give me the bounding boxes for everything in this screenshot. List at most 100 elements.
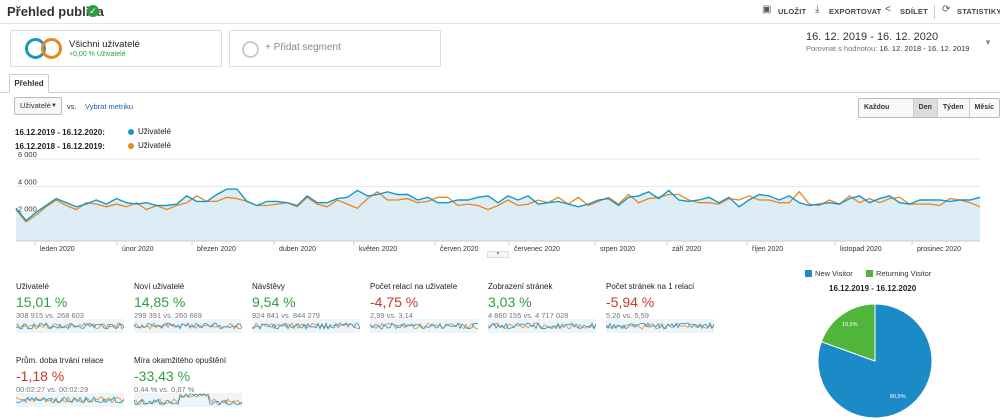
x-tick-label: prosinec 2020 [917, 246, 961, 253]
x-tick-label: červen 2020 [440, 246, 479, 253]
empty-segment-icon [242, 41, 259, 58]
pie-slice-new[interactable] [817, 303, 933, 419]
granularity-week-button[interactable]: Týden [937, 99, 970, 117]
metric-comparison: 00:02:27 vs. 00:02:29 [16, 385, 89, 394]
x-tick-label: červenec 2020 [514, 246, 560, 253]
sparkline-bg [252, 319, 360, 333]
metric-name: Noví uživatelé [134, 282, 185, 291]
metric-change: -1,18 % [16, 368, 65, 384]
legend-period-current: 16.12.2019 - 16.12.2020: [15, 128, 105, 137]
tab-overview[interactable]: Přehled [9, 74, 49, 93]
metric-change: 9,54 % [252, 294, 296, 310]
sparkline-current [16, 396, 124, 404]
metric-card[interactable]: Uživatelé 15,01 % 308 915 vs. 268 603 [16, 282, 126, 342]
segment-all-users[interactable]: Všichni uživatelé +0,00 % Uživatelé [10, 30, 222, 67]
sparkline-current [488, 322, 596, 330]
save-icon: ▣ [762, 4, 772, 15]
tab-divider [0, 92, 1000, 93]
metric-change: -33,43 % [134, 368, 191, 384]
pie-slice-returning[interactable] [820, 303, 876, 362]
sparkline-previous [16, 396, 124, 404]
compare-label: Porovnat s hodnotou: [806, 44, 878, 53]
toolbar-divider [934, 5, 935, 19]
add-segment-button[interactable]: + Přidat segment [229, 30, 441, 67]
sparkline-previous [488, 322, 596, 330]
save-button[interactable]: ULOŽIT [778, 7, 807, 16]
segment-orange-ring-icon [41, 38, 62, 59]
granularity-month-button[interactable]: Měsíc [969, 99, 999, 117]
x-tick-label: leden 2020 [40, 246, 75, 253]
metric-name: Zobrazení stránek [488, 282, 553, 291]
sparkline-bg [134, 319, 242, 333]
sparkline-bg [606, 319, 714, 333]
compare-range-line: Porovnat s hodnotou: 16. 12. 2018 - 16. … [806, 44, 969, 53]
users-line-chart[interactable]: 6 000 4 000 2 000 leden 2020 únor 2020 březen… [0, 150, 1000, 255]
insights-button[interactable]: STATISTIKY [957, 7, 1000, 16]
metric-sparkline [134, 319, 242, 333]
metric-card[interactable]: Počet relací na uživatele -4,75 % 2,99 vs.… [370, 282, 480, 342]
pie-legend-new-swatch [805, 270, 812, 277]
share-icon: < [885, 4, 891, 15]
vs-label: vs. [67, 102, 77, 111]
metric-name: Počet stránek na 1 relaci [606, 282, 695, 291]
metric-card[interactable]: Zobrazení stránek 3,03 % 4 860 155 vs. 4 7… [488, 282, 598, 342]
metric-card[interactable]: Prům. doba trvání relace -1,18 % 00:02:27 … [16, 356, 126, 416]
pie-legend-new: New Visitor [805, 269, 853, 278]
metric-comparison: 2,99 vs. 3,14 [370, 311, 413, 320]
top-bar: Přehled publika ✓ ▣ ULOŽIT ⤓ EXPORTOVAT … [0, 0, 1000, 24]
visitor-type-pie-chart[interactable]: 80,5% 19,5% [816, 302, 934, 420]
metric-dropdown[interactable]: Uživatelé ▼ [14, 97, 62, 115]
sparkline-current [370, 322, 478, 330]
collapse-chart-handle[interactable]: ▼ [487, 251, 509, 258]
metric-comparison: 299 391 vs. 260 669 [134, 311, 202, 320]
series-line-current [15, 188, 981, 222]
metric-card[interactable]: Počet stránek na 1 relaci -5,94 % 5,26 vs.… [606, 282, 716, 342]
x-tick-label: únor 2020 [122, 246, 154, 253]
y-tick-label: 2 000 [18, 205, 37, 214]
pie-legend-new-label: New Visitor [815, 269, 853, 278]
page-title: Přehled publika [7, 4, 104, 19]
metric-name: Prům. doba trvání relace [16, 356, 104, 365]
export-icon: ⤓ [815, 4, 820, 15]
legend-series-previous: Uživatelé [138, 141, 171, 150]
share-button[interactable]: SDÍLET [900, 7, 928, 16]
pie-legend-returning: Returning Visitor [866, 269, 931, 278]
sparkline-previous [252, 322, 360, 331]
metric-sparkline [252, 319, 360, 333]
granularity-hourly-button[interactable]: Každou hodinu [859, 99, 914, 117]
metric-card[interactable]: Noví uživatelé 14,85 % 299 391 vs. 260 669 [134, 282, 244, 342]
metric-sparkline [606, 319, 714, 333]
add-segment-label: + Přidat segment [265, 42, 341, 53]
metric-change: 3,03 % [488, 294, 532, 310]
sparkline-previous [606, 323, 714, 330]
sparkline-bg [370, 319, 478, 333]
export-button[interactable]: EXPORTOVAT [829, 7, 882, 16]
metric-sparkline [488, 319, 596, 333]
metric-sparkline [370, 319, 478, 333]
x-tick-label: srpen 2020 [600, 246, 635, 253]
metric-name: Počet relací na uživatele [370, 282, 458, 291]
pie-title: 16.12.2019 - 16.12.2020 [829, 284, 917, 293]
chevron-down-icon[interactable]: ▼ [984, 38, 992, 47]
legend-series-current: Uživatelé [138, 127, 171, 136]
metric-name: Uživatelé [16, 282, 49, 291]
insights-icon: ⟳ [942, 4, 951, 15]
metric-name: Míra okamžitého opuštění [134, 356, 227, 365]
metric-change: 15,01 % [16, 294, 68, 310]
pie-legend-returning-swatch [866, 270, 873, 277]
x-tick-label: duben 2020 [279, 246, 316, 253]
segment-change: +0,00 % Uživatelé [69, 51, 126, 58]
metric-dropdown-label: Uživatelé [20, 101, 51, 110]
metric-comparison: 308 915 vs. 268 603 [16, 311, 84, 320]
pie-label-returning: 19,5% [842, 322, 858, 328]
select-metric-link[interactable]: Vybrat metriku [85, 102, 134, 111]
metric-card[interactable]: Míra okamžitého opuštění -33,43 % 0,44 % v… [134, 356, 244, 416]
granularity-day-button[interactable]: Den [913, 99, 938, 117]
date-range: 16. 12. 2019 - 16. 12. 2020 [806, 31, 939, 43]
x-tick-label: září 2020 [672, 246, 701, 253]
x-tick-label: říjen 2020 [752, 246, 783, 253]
x-tick-label: březen 2020 [197, 246, 236, 253]
metric-comparison: 5,26 vs. 5,59 [606, 311, 649, 320]
metric-card[interactable]: Návštěvy 9,54 % 924 841 vs. 844 279 [252, 282, 362, 342]
segment-name: Všichni uživatelé [69, 39, 140, 50]
